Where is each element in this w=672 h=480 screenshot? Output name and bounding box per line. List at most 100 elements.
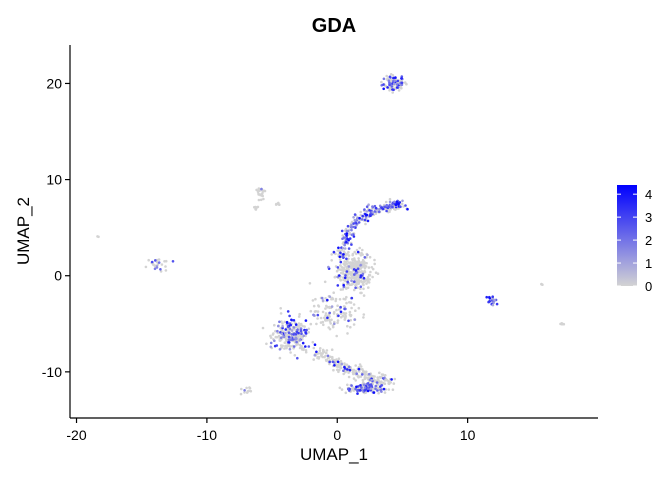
data-point: [326, 298, 329, 302]
data-point: [273, 339, 276, 343]
x-tick-label: -10: [197, 427, 217, 443]
data-point: [370, 266, 374, 269]
data-point: [147, 258, 150, 262]
data-point: [352, 225, 356, 229]
data-point: [304, 349, 308, 352]
data-point: [488, 297, 492, 300]
data-point: [491, 303, 495, 307]
data-point: [404, 204, 407, 207]
data-point: [365, 261, 368, 265]
data-point: [397, 207, 400, 210]
data-point: [285, 320, 289, 324]
data-point: [284, 344, 287, 348]
data-point: [345, 260, 348, 263]
data-point: [318, 349, 322, 353]
data-point: [352, 288, 356, 292]
data-point: [400, 83, 404, 86]
data-point: [361, 248, 364, 252]
data-point: [297, 331, 300, 335]
data-point: [356, 389, 359, 393]
data-point: [396, 79, 400, 83]
data-point: [378, 207, 382, 211]
data-point: [346, 324, 349, 328]
data-point: [325, 304, 328, 308]
data-point: [406, 207, 409, 211]
data-point: [353, 213, 357, 216]
data-point: [359, 388, 362, 392]
data-point: [334, 252, 337, 256]
data-point: [366, 219, 370, 223]
data-point: [351, 253, 355, 257]
data-point: [401, 199, 404, 203]
data-point: [372, 391, 376, 394]
data-point: [366, 275, 370, 279]
data-point: [346, 383, 349, 387]
data-point: [384, 200, 388, 204]
data-point: [344, 312, 348, 315]
data-point: [347, 371, 350, 374]
data-point: [391, 388, 395, 392]
data-point: [304, 331, 307, 334]
data-point: [493, 298, 496, 302]
data-point: [321, 310, 325, 314]
data-point: [280, 346, 283, 349]
data-point: [385, 78, 389, 81]
data-point: [286, 310, 290, 313]
data-point: [362, 316, 365, 319]
data-point: [332, 250, 336, 254]
data-point: [342, 369, 345, 373]
data-point: [349, 263, 353, 267]
data-point: [346, 368, 349, 371]
data-point: [293, 332, 296, 336]
data-point: [330, 253, 334, 256]
data-point: [359, 263, 362, 267]
data-point: [359, 274, 363, 277]
data-point: [292, 345, 296, 348]
data-point: [315, 350, 318, 354]
data-point: [355, 252, 358, 256]
data-point: [272, 332, 275, 335]
data-point: [348, 231, 352, 235]
data-point: [393, 79, 397, 82]
data-point: [391, 202, 394, 205]
data-point: [395, 83, 399, 86]
data-point: [355, 275, 359, 279]
data-point: [331, 325, 335, 329]
data-point: [312, 358, 316, 361]
data-point: [492, 301, 495, 305]
data-point: [279, 312, 283, 315]
data-point: [392, 76, 395, 80]
data-point: [311, 340, 315, 344]
data-point: [171, 260, 175, 263]
data-point: [309, 309, 313, 313]
data-point: [344, 274, 347, 277]
data-point: [389, 76, 392, 79]
data-point: [362, 287, 365, 291]
data-point: [350, 225, 354, 229]
data-point: [369, 383, 373, 386]
data-point: [352, 235, 356, 238]
data-point: [282, 335, 285, 338]
data-point: [356, 263, 359, 266]
data-point: [344, 253, 348, 257]
data-point: [379, 388, 383, 392]
data-point: [342, 276, 345, 279]
data-point: [337, 314, 340, 318]
data-point: [353, 218, 357, 222]
data-point: [239, 392, 243, 396]
data-point: [336, 360, 340, 364]
data-point: [361, 214, 365, 218]
data-point: [303, 325, 306, 328]
data-point: [352, 377, 356, 380]
data-point: [288, 344, 291, 348]
data-point: [374, 206, 378, 210]
data-point: [302, 334, 306, 338]
data-point: [395, 86, 399, 89]
data-point: [298, 343, 302, 347]
data-point: [339, 251, 342, 255]
data-point: [246, 390, 250, 393]
data-point: [298, 338, 302, 342]
data-point: [281, 322, 284, 325]
data-point: [260, 187, 263, 191]
